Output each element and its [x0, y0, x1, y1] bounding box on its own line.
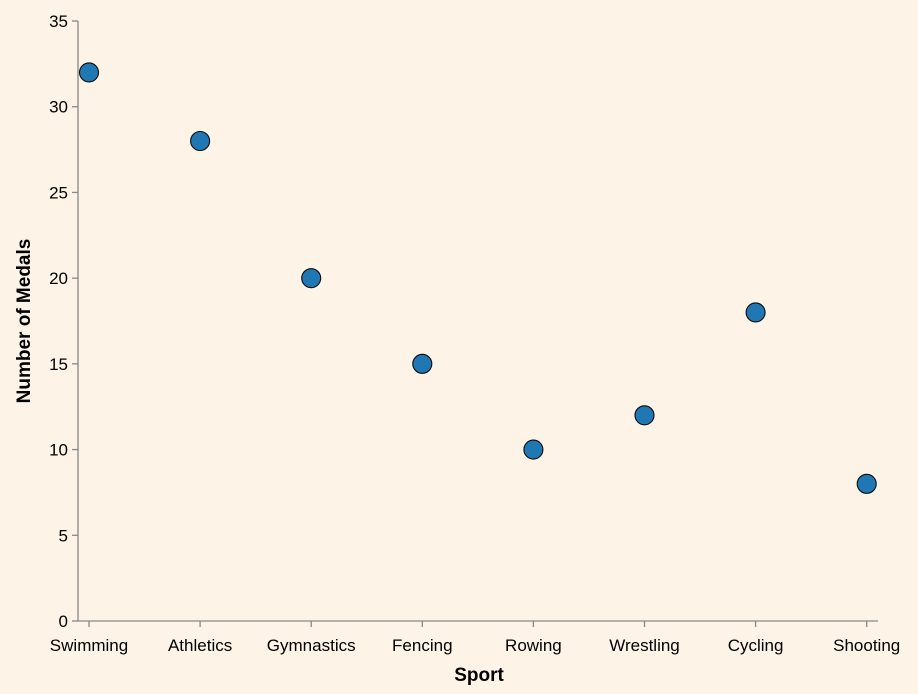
x-tick-label: Gymnastics [267, 636, 356, 655]
data-point-athletics[interactable] [190, 130, 211, 152]
x-axis-title: Sport [454, 665, 504, 686]
y-tick-label: 15 [49, 355, 68, 374]
data-point-gymnastics[interactable] [301, 268, 322, 289]
x-tick-label: Wrestling [609, 636, 680, 655]
y-tick-label: 25 [49, 183, 68, 202]
x-tick-label: Swimming [50, 636, 128, 655]
y-axis-title: Number of Medals [14, 239, 35, 404]
data-points [78, 62, 877, 494]
y-tick-label: 30 [49, 98, 68, 117]
x-tick-label: Athletics [168, 636, 232, 655]
y-tick-label: 5 [59, 526, 68, 545]
data-point-rowing[interactable] [523, 439, 544, 460]
y-tick-label: 20 [49, 269, 68, 288]
y-axis: 0 5 10 15 20 25 30 35 [49, 12, 79, 631]
data-point-wrestling[interactable] [634, 405, 655, 426]
x-tick-label: Cycling [728, 636, 784, 655]
x-tick-label: Fencing [392, 636, 452, 655]
y-tick-label: 10 [49, 441, 68, 460]
y-tick-label: 0 [59, 612, 68, 631]
data-point-cycling[interactable] [745, 302, 766, 323]
x-axis: Swimming Athletics Gymnastics Fencing Rowing… [50, 620, 900, 655]
data-point-shooting[interactable] [856, 473, 877, 494]
y-tick-label: 35 [49, 12, 68, 31]
x-tick-label: Shooting [833, 636, 900, 655]
data-point-fencing[interactable] [412, 353, 433, 374]
x-tick-label: Rowing [505, 636, 562, 655]
data-point-swimming[interactable] [78, 62, 100, 83]
